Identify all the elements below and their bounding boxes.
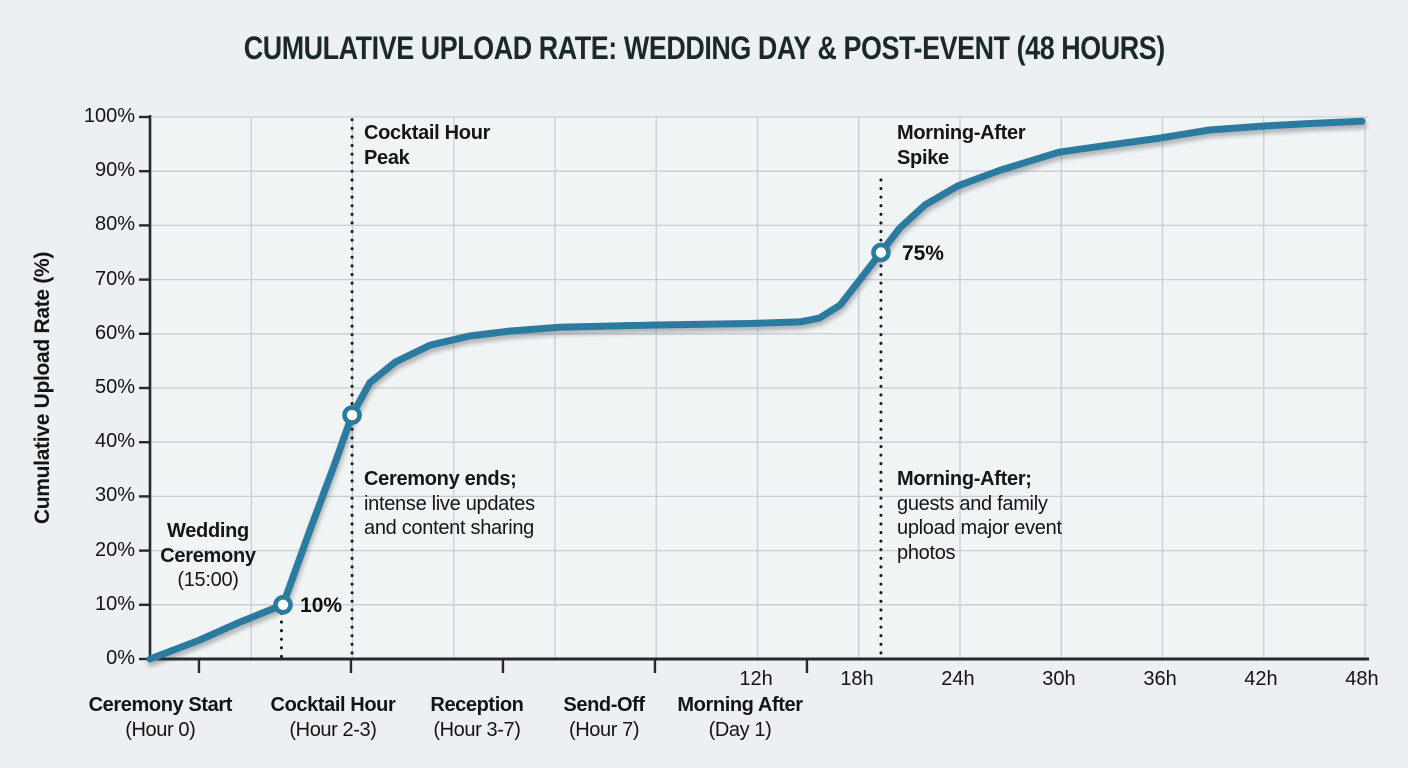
- annotation-line: Spike: [897, 146, 949, 169]
- data-point-marker: [871, 242, 891, 263]
- annotation-line: Morning-After: [897, 122, 1026, 144]
- chart-title: CUMULATIVE UPLOAD RATE: WEDDING DAY & PO…: [0, 30, 1408, 67]
- annotation-wedding-ceremony: Wedding Ceremony (15:00): [124, 519, 292, 593]
- data-point-marker: [273, 594, 293, 615]
- data-point-marker: [342, 405, 362, 425]
- event-label-hours: (Day 1): [708, 719, 772, 741]
- y-tick-label: 20%: [94, 538, 135, 561]
- annotation-ceremony-ends: Ceremony ends; intense live updates and …: [364, 467, 535, 541]
- annotation-line: Wedding: [167, 520, 249, 542]
- hour-tick-label: 42h: [1244, 668, 1278, 690]
- y-axis-title: Cumulative Upload Rate (%): [31, 251, 54, 525]
- annotation-line: Ceremony ends;: [364, 468, 517, 490]
- event-label-hours: (Hour 3-7): [433, 719, 521, 741]
- event-label-name: Morning After: [677, 694, 803, 716]
- y-tick-label: 0%: [106, 647, 135, 669]
- y-tick-label: 10%: [94, 592, 135, 615]
- annotation-line: photos: [897, 541, 956, 564]
- annotation-morning-after-spike: Morning-After Spike: [897, 121, 1026, 170]
- event-label: Morning After (Day 1): [652, 693, 828, 743]
- hour-tick-label: 12h: [739, 668, 773, 690]
- event-label: Send-Off (Hour 7): [516, 693, 692, 743]
- event-label-name: Cocktail Hour: [270, 694, 396, 716]
- annotation-line: guests and family: [897, 492, 1048, 515]
- hour-tick-label: 36h: [1143, 668, 1177, 690]
- annotation-line: and content sharing: [364, 517, 534, 539]
- y-tick-label: 30%: [94, 484, 135, 507]
- chart-title-text: CUMULATIVE UPLOAD RATE: WEDDING DAY & PO…: [243, 30, 1165, 66]
- hour-tick-label: 18h: [840, 668, 874, 690]
- y-tick-label: 90%: [94, 159, 135, 182]
- annotation-line: Cocktail Hour: [364, 122, 491, 144]
- y-tick-label: 50%: [94, 376, 135, 398]
- marker-value-label: 10%: [300, 593, 343, 617]
- annotation-line: Peak: [364, 146, 410, 169]
- event-label-name: Send-Off: [563, 694, 645, 716]
- hour-tick-label: 48h: [1345, 668, 1379, 690]
- annotation-morning-after: Morning-After; guests and family upload …: [897, 467, 1062, 565]
- annotation-cocktail-hour-peak: Cocktail Hour Peak: [364, 121, 490, 170]
- y-tick-label: 80%: [94, 213, 135, 236]
- annotation-line: Morning-After;: [897, 468, 1032, 490]
- annotation-line: intense live updates: [364, 492, 535, 515]
- event-label-hours: (Hour 2-3): [289, 719, 377, 741]
- hour-tick-label: 30h: [1042, 668, 1076, 690]
- event-label-name: Ceremony Start: [88, 694, 233, 716]
- annotation-line: upload major event: [897, 517, 1062, 539]
- event-label: Reception (Hour 3-7): [389, 693, 565, 743]
- event-label: Cocktail Hour (Hour 2-3): [245, 693, 421, 743]
- event-label: Ceremony Start (Hour 0): [72, 693, 248, 743]
- y-tick-label: 70%: [94, 267, 135, 290]
- event-label-name: Reception: [430, 694, 524, 716]
- hour-tick-label: 24h: [941, 668, 975, 690]
- y-tick-label: 60%: [94, 321, 135, 344]
- event-label-hours: (Hour 7): [568, 719, 640, 741]
- event-label-hours: (Hour 0): [125, 719, 196, 741]
- annotation-line: (15:00): [177, 569, 239, 591]
- y-tick-label: 40%: [94, 430, 135, 453]
- marker-value-label: 75%: [901, 241, 944, 265]
- upload-rate-line: [146, 117, 1366, 663]
- annotation-line: Ceremony: [160, 544, 256, 567]
- y-tick-label: 100%: [83, 105, 135, 127]
